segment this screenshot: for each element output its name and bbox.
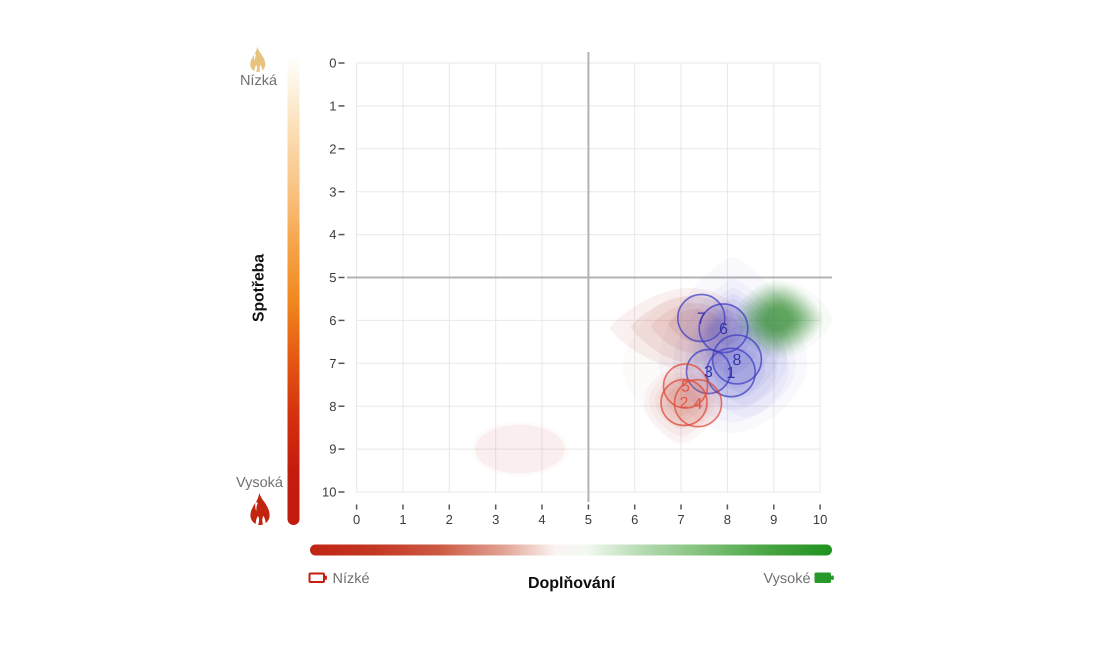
svg-text:0: 0 [329, 56, 336, 71]
svg-text:6: 6 [631, 512, 638, 527]
svg-text:5: 5 [329, 270, 336, 285]
svg-text:10: 10 [813, 512, 827, 527]
svg-text:7: 7 [697, 311, 706, 328]
svg-text:5: 5 [681, 379, 690, 396]
svg-text:7: 7 [677, 512, 684, 527]
svg-text:Vysoké: Vysoké [764, 571, 811, 587]
svg-text:6: 6 [719, 321, 728, 338]
svg-text:3: 3 [329, 184, 336, 199]
svg-text:Spotřeba: Spotřeba [251, 254, 268, 322]
svg-text:5: 5 [585, 512, 592, 527]
svg-text:8: 8 [733, 352, 742, 369]
svg-text:8: 8 [724, 512, 731, 527]
svg-text:10: 10 [322, 485, 336, 500]
svg-text:Nízká: Nízká [240, 73, 278, 89]
svg-text:1: 1 [727, 365, 736, 382]
svg-text:7: 7 [329, 356, 336, 371]
svg-text:2: 2 [329, 141, 336, 156]
svg-text:3: 3 [704, 364, 713, 381]
svg-text:1: 1 [329, 99, 336, 114]
svg-text:2: 2 [446, 512, 453, 527]
svg-text:Nízké: Nízké [333, 571, 370, 587]
svg-text:4: 4 [329, 227, 336, 242]
svg-text:0: 0 [353, 512, 360, 527]
svg-text:6: 6 [329, 313, 336, 328]
svg-text:Doplňování: Doplňování [528, 575, 616, 592]
svg-text:9: 9 [770, 512, 777, 527]
svg-text:8: 8 [329, 399, 336, 414]
svg-text:4: 4 [694, 396, 703, 413]
svg-text:3: 3 [492, 512, 499, 527]
svg-text:9: 9 [329, 442, 336, 457]
svg-text:1: 1 [399, 512, 406, 527]
svg-text:Vysoká: Vysoká [236, 475, 284, 491]
svg-text:4: 4 [538, 512, 545, 527]
svg-text:2: 2 [680, 395, 689, 412]
